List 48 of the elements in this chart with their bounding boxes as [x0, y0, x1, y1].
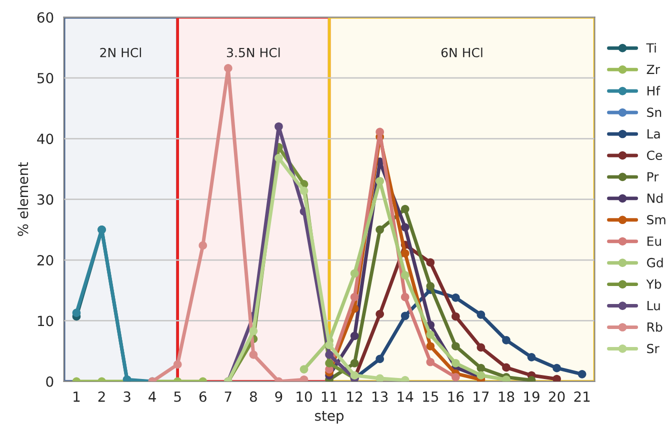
- x-tick-label: 1: [74, 392, 80, 402]
- y-tick-label: 30: [38, 194, 54, 205]
- legend-label: Yb: [646, 279, 662, 289]
- legend-label: Sm: [647, 214, 666, 224]
- x-tick-label: 14: [398, 392, 414, 402]
- y-axis-title: % element: [17, 162, 28, 236]
- x-tick-label: 19: [524, 391, 540, 402]
- x-tick-label: 9: [275, 391, 282, 402]
- legend-label: Ti: [646, 42, 656, 52]
- y-tick-label: 40: [37, 134, 54, 144]
- x-tick-label: 11: [322, 392, 337, 402]
- y-tick-label: 60: [37, 12, 54, 23]
- x-axis-title: step: [315, 410, 344, 424]
- x-tick-label: 17: [474, 392, 489, 402]
- band-label: 3.5N HCl: [226, 48, 280, 58]
- x-tick-label: 21: [574, 391, 590, 402]
- legend-label: Ce: [646, 150, 662, 160]
- legend-label: Eu: [648, 236, 661, 246]
- legend-label: Nd: [648, 193, 662, 203]
- x-tick-label: 8: [250, 391, 257, 402]
- x-tick-label: 7: [224, 392, 232, 402]
- x-tick-label: 10: [296, 391, 312, 402]
- legend-label: Sr: [647, 344, 660, 354]
- legend-label: Lu: [648, 301, 660, 310]
- legend-label: Pr: [648, 172, 659, 182]
- x-tick-label: 4: [148, 392, 156, 402]
- y-tick-label: 50: [38, 72, 54, 84]
- x-tick-label: 2: [98, 391, 105, 402]
- y-tick-label: 20: [37, 255, 54, 266]
- x-tick-label: 20: [548, 391, 565, 402]
- band-label: 2N HCl: [100, 48, 141, 58]
- x-tick-label: 5: [174, 392, 181, 402]
- legend-label: La: [648, 129, 660, 139]
- legend-label: Hf: [648, 86, 660, 96]
- x-tick-label: 12: [347, 391, 362, 402]
- legend-label: Sn: [647, 108, 662, 118]
- legend-label: Gd: [646, 258, 663, 268]
- legend-label: Rb: [648, 322, 662, 332]
- x-tick-label: 3: [124, 391, 130, 402]
- x-tick-label: 6: [199, 391, 206, 402]
- x-tick-label: 16: [448, 391, 464, 402]
- x-tick-label: 15: [423, 392, 438, 402]
- legend-label: Zr: [646, 64, 660, 74]
- y-tick-label: 0: [46, 376, 54, 387]
- x-tick-label: 18: [498, 391, 514, 402]
- y-tick-label: 10: [38, 316, 54, 326]
- band-label: 6N HCl: [441, 48, 482, 58]
- x-tick-label: 13: [372, 391, 388, 402]
